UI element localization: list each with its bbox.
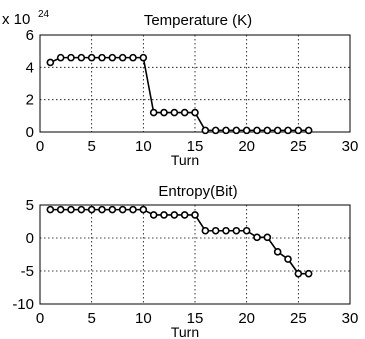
entropy-y-tick-label: 0 <box>26 230 34 247</box>
temperature-x-axis-label: Turn <box>171 152 199 168</box>
temperature-data-point <box>129 53 137 62</box>
entropy-data-point <box>98 205 106 214</box>
entropy-data-point <box>180 211 189 219</box>
temperature-data-point <box>284 126 292 135</box>
entropy-chart: Entropy(Bit) 0 5 10 15 20 25 30 -10 -5 0 5 Turn <box>12 183 358 339</box>
temperature-data-point <box>191 108 199 117</box>
temperature-y-tick-label: 2 <box>26 92 34 109</box>
entropy-series-line <box>50 208 309 275</box>
entropy-data-point <box>191 211 199 219</box>
entropy-data-point <box>108 205 117 214</box>
entropy-x-tick-label: 0 <box>36 310 44 327</box>
temperature-data-point <box>232 126 241 135</box>
entropy-data-point <box>242 226 251 235</box>
entropy-series-markers <box>46 205 313 278</box>
temperature-y-tick-label: 0 <box>26 124 34 141</box>
entropy-data-point <box>304 269 313 278</box>
entropy-y-tick-label: 5 <box>26 197 34 214</box>
temperature-data-point <box>46 58 55 67</box>
entropy-x-tick-label: 30 <box>342 310 359 327</box>
temperature-data-point <box>294 126 303 135</box>
entropy-data-point <box>263 233 272 242</box>
temperature-data-point <box>56 53 65 62</box>
temperature-y-scale-exponent: 24 <box>38 9 50 20</box>
temperature-chart-title: Temperature (K) <box>144 12 252 29</box>
entropy-data-point <box>149 211 158 219</box>
entropy-data-point <box>232 226 241 235</box>
entropy-data-point <box>46 205 55 214</box>
temperature-x-tick-labels: 0 5 10 15 20 25 30 <box>36 138 359 155</box>
temperature-data-point <box>77 53 86 62</box>
temperature-x-tick-label: 20 <box>238 138 255 155</box>
temperature-y-tick-labels: 0 2 4 6 <box>26 27 34 141</box>
temperature-series-markers <box>46 53 313 135</box>
temperature-data-point <box>170 108 179 117</box>
temperature-data-point <box>242 126 251 135</box>
temperature-data-point <box>160 108 168 117</box>
entropy-data-point <box>129 205 137 214</box>
entropy-data-point <box>211 226 220 235</box>
entropy-data-point <box>67 205 75 214</box>
temperature-y-tick-label: 4 <box>26 59 34 76</box>
temperature-chart: Temperature (K) x 10 24 0 5 10 15 20 25 30 024… <box>2 9 358 168</box>
entropy-y-tick-label: -5 <box>21 263 34 280</box>
entropy-data-point <box>201 226 210 235</box>
entropy-data-point <box>77 205 86 214</box>
entropy-x-tick-label: 10 <box>135 310 152 327</box>
entropy-chart-title: Entropy(Bit) <box>158 183 237 200</box>
entropy-x-tick-label: 25 <box>290 310 307 327</box>
entropy-x-tick-label: 5 <box>87 310 95 327</box>
entropy-y-tick-labels: -10 -5 0 5 <box>12 197 34 313</box>
temperature-x-tick-label: 15 <box>187 138 204 155</box>
entropy-x-tick-labels: 0 5 10 15 20 25 30 <box>36 310 359 327</box>
temperature-data-point <box>273 126 282 135</box>
entropy-x-axis-label: Turn <box>171 324 199 339</box>
entropy-data-point <box>87 205 96 214</box>
temperature-data-point <box>108 53 117 62</box>
temperature-x-tick-label: 5 <box>87 138 95 155</box>
temperature-data-point <box>180 108 189 117</box>
temperature-plot-frame <box>39 34 351 133</box>
entropy-data-point <box>222 226 230 235</box>
temperature-y-scale-label: x 10 <box>2 11 30 28</box>
entropy-data-point <box>284 255 292 263</box>
temperature-data-point <box>67 53 75 62</box>
entropy-y-tick-label: -10 <box>12 296 34 313</box>
temperature-x-tick-label: 0 <box>36 138 44 155</box>
entropy-data-point <box>139 205 148 214</box>
temperature-data-point <box>263 126 272 135</box>
entropy-data-point <box>56 205 65 214</box>
entropy-data-point <box>160 211 168 219</box>
temperature-y-tick-label: 6 <box>26 27 34 44</box>
temperature-x-tick-label: 30 <box>342 138 359 155</box>
temperature-x-tick-label: 10 <box>135 138 152 155</box>
entropy-data-point <box>253 233 261 242</box>
entropy-plot-frame <box>39 204 351 305</box>
entropy-grid <box>40 205 350 304</box>
temperature-data-point <box>211 126 220 135</box>
entropy-data-point <box>118 205 127 214</box>
temperature-grid <box>40 35 350 132</box>
entropy-data-point <box>170 211 179 219</box>
entropy-x-tick-label: 20 <box>238 310 255 327</box>
temperature-data-point <box>201 126 210 135</box>
temperature-data-point <box>304 126 313 135</box>
temperature-data-point <box>87 53 96 62</box>
temperature-data-point <box>253 126 261 135</box>
temperature-data-point <box>98 53 106 62</box>
temperature-data-point <box>149 108 158 117</box>
temperature-data-point <box>222 126 230 135</box>
temperature-data-point <box>139 53 148 62</box>
temperature-data-point <box>118 53 127 62</box>
entropy-x-tick-label: 15 <box>187 310 204 327</box>
temperature-series-line <box>49 56 309 132</box>
entropy-data-point <box>273 248 282 256</box>
temperature-x-tick-label: 25 <box>290 138 307 155</box>
entropy-data-point <box>294 269 303 278</box>
